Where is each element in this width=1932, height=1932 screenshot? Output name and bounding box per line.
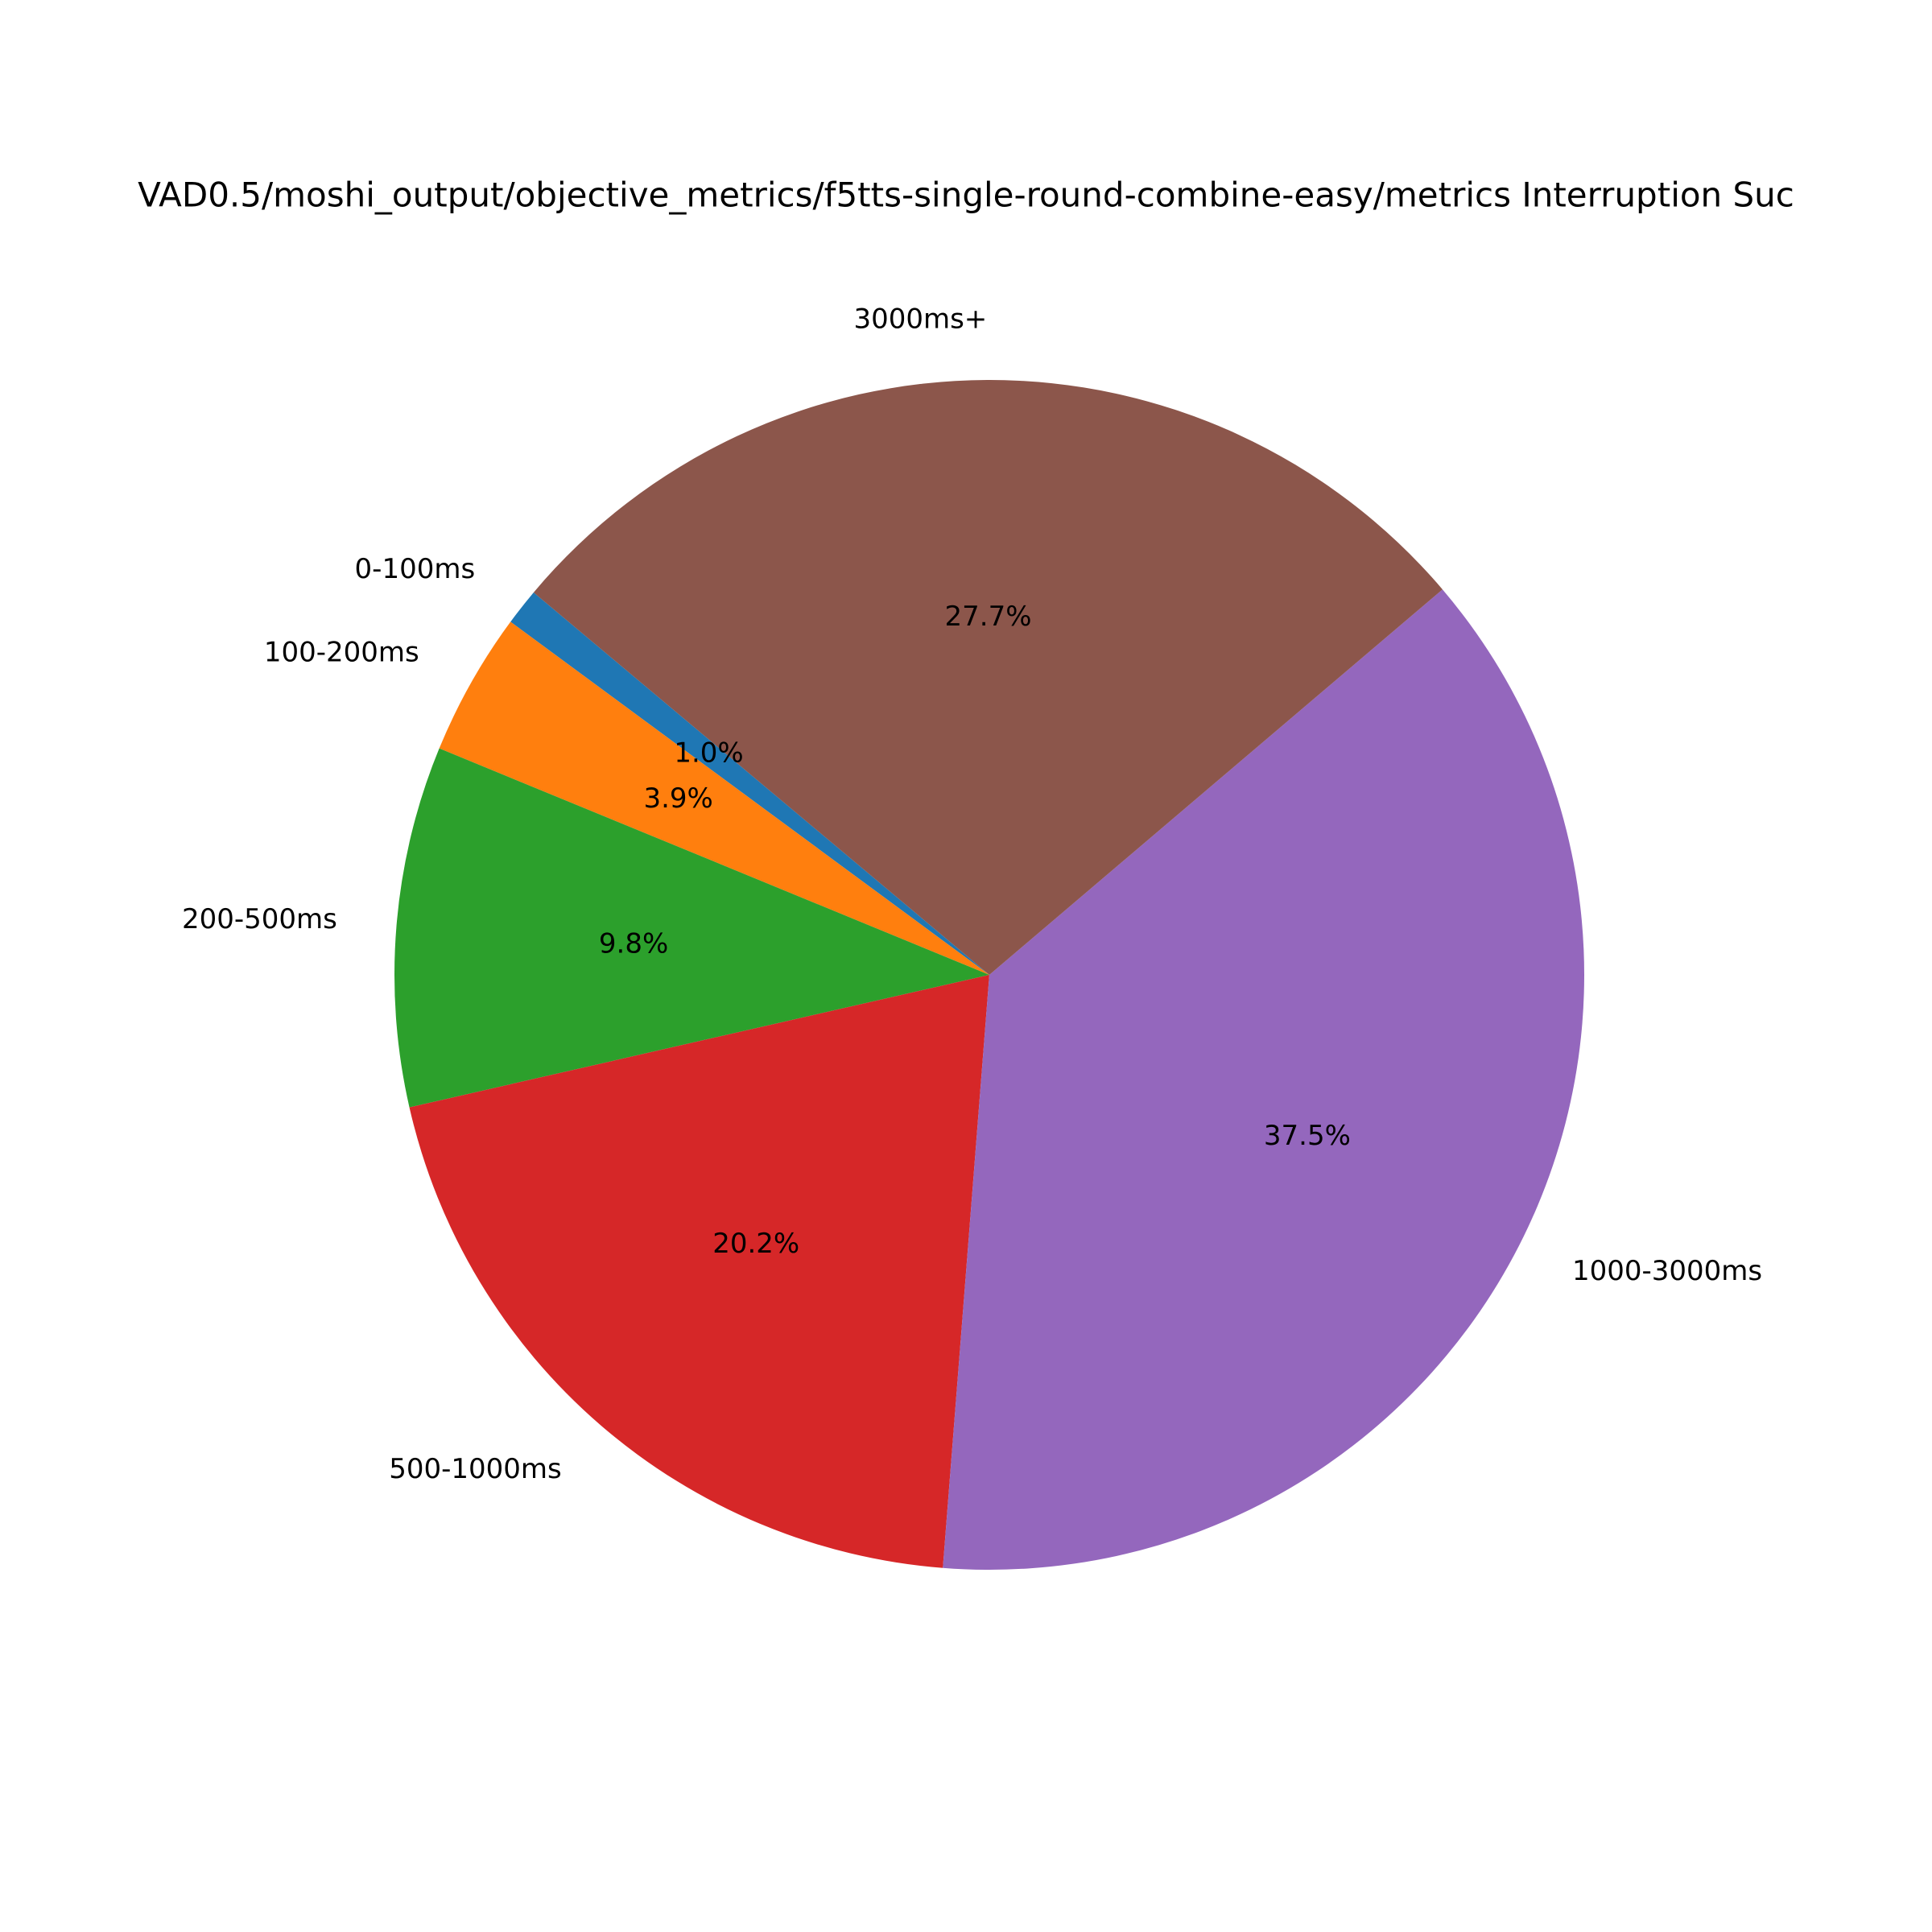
percent-label: 9.8% xyxy=(599,928,668,960)
pie-slice xyxy=(409,975,989,1568)
slice-label: 0-100ms xyxy=(355,553,476,585)
percent-label: 3.9% xyxy=(643,782,712,815)
percent-label: 1.0% xyxy=(674,737,743,769)
pie-slice xyxy=(439,621,989,975)
pie-slice xyxy=(533,379,1443,975)
percent-label: 27.7% xyxy=(945,601,1032,633)
slice-label: 200-500ms xyxy=(182,903,337,935)
percent-label: 37.5% xyxy=(1264,1120,1351,1152)
slice-label: 100-200ms xyxy=(264,637,419,669)
pie-slice xyxy=(943,589,1584,1570)
pie-slice xyxy=(510,592,989,975)
pie-slice xyxy=(394,748,990,1108)
percent-label: 20.2% xyxy=(712,1228,799,1260)
slice-label: 500-1000ms xyxy=(389,1453,562,1485)
slice-label: 1000-3000ms xyxy=(1572,1255,1762,1287)
chart-title: VAD0.5/moshi_output/objective_metrics/f5… xyxy=(138,175,1794,215)
slice-label: 3000ms+ xyxy=(853,303,987,336)
